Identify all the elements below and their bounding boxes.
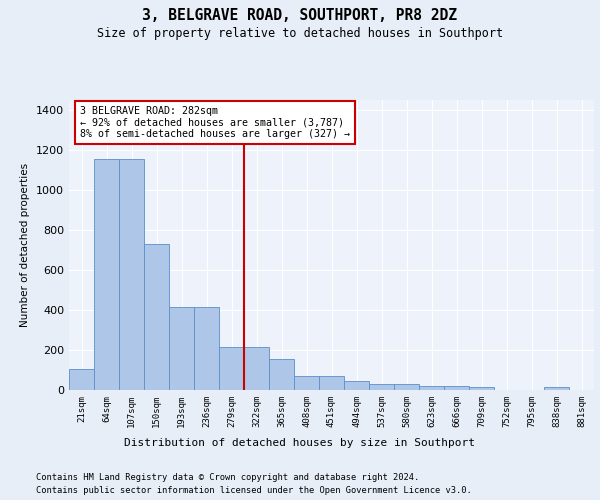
Text: Contains HM Land Registry data © Crown copyright and database right 2024.: Contains HM Land Registry data © Crown c… xyxy=(36,472,419,482)
Bar xyxy=(369,384,394,390)
Bar xyxy=(469,387,494,390)
Bar xyxy=(144,244,169,390)
Text: 3, BELGRAVE ROAD, SOUTHPORT, PR8 2DZ: 3, BELGRAVE ROAD, SOUTHPORT, PR8 2DZ xyxy=(143,8,458,22)
Bar xyxy=(544,387,569,390)
Bar xyxy=(344,380,369,390)
Text: 3 BELGRAVE ROAD: 282sqm
← 92% of detached houses are smaller (3,787)
8% of semi-: 3 BELGRAVE ROAD: 282sqm ← 92% of detache… xyxy=(79,106,349,139)
Bar xyxy=(294,376,319,390)
Text: Distribution of detached houses by size in Southport: Distribution of detached houses by size … xyxy=(125,438,476,448)
Bar xyxy=(444,386,469,390)
Text: Contains public sector information licensed under the Open Government Licence v3: Contains public sector information licen… xyxy=(36,486,472,495)
Bar xyxy=(194,307,219,390)
Bar xyxy=(219,347,244,390)
Bar xyxy=(419,386,444,390)
Text: Size of property relative to detached houses in Southport: Size of property relative to detached ho… xyxy=(97,28,503,40)
Bar xyxy=(94,159,119,390)
Bar xyxy=(244,347,269,390)
Bar xyxy=(269,359,294,390)
Bar xyxy=(394,384,419,390)
Bar xyxy=(319,376,344,390)
Y-axis label: Number of detached properties: Number of detached properties xyxy=(20,163,31,327)
Bar xyxy=(119,159,144,390)
Bar xyxy=(169,307,194,390)
Bar xyxy=(69,369,94,390)
